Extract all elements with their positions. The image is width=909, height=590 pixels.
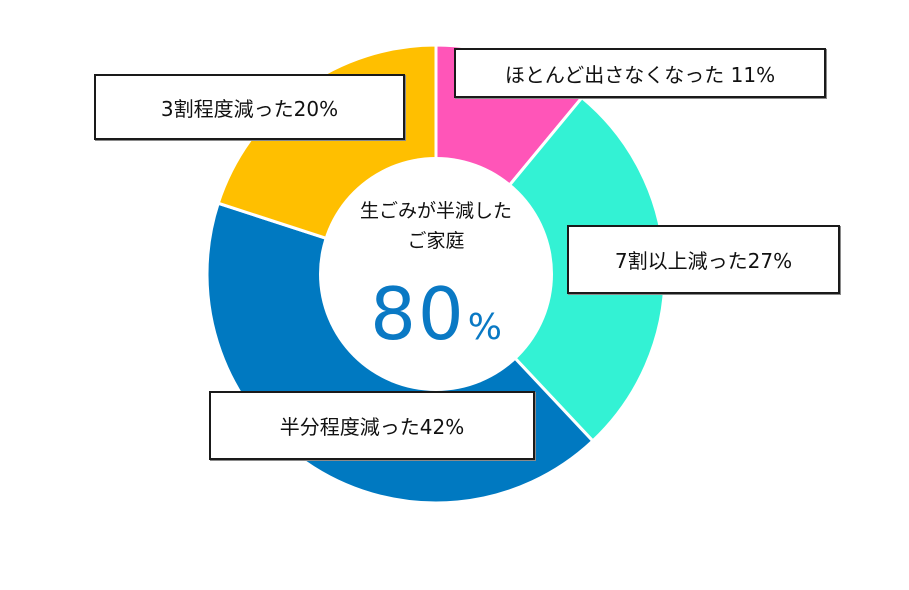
center-caption: 生ごみが半減した ご家庭 — [320, 196, 552, 256]
center-caption-line2: ご家庭 — [407, 230, 465, 252]
label-box-half-less: 半分程度減った42% — [209, 391, 535, 460]
center-value-unit: % — [467, 307, 502, 348]
donut-hole — [319, 157, 553, 391]
label-box-30-percent-less: 3割程度減った20% — [94, 74, 405, 140]
center-caption-line1: 生ごみが半減した — [359, 200, 512, 222]
center-value: 80% — [320, 272, 552, 356]
label-box-almost-none: ほとんど出さなくなった 11% — [454, 48, 826, 98]
center-value-number: 80 — [370, 272, 466, 356]
label-box-70-percent-less: 7割以上減った27% — [567, 225, 840, 294]
